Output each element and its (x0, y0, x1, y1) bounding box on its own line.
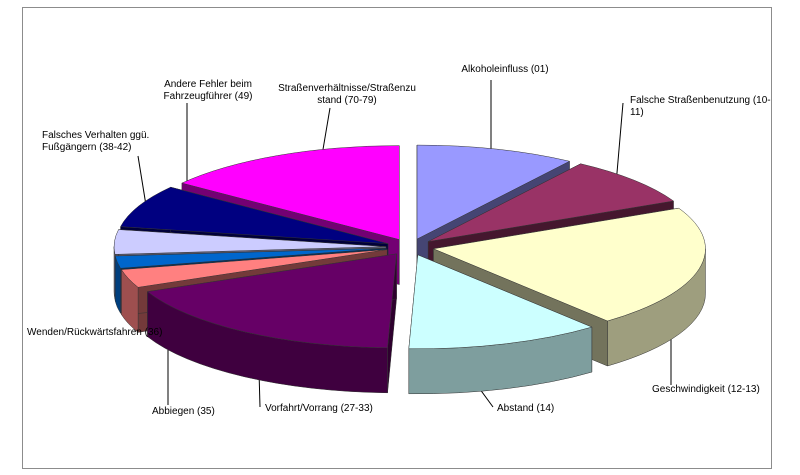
slice-label: Alkoholeinfluss (01) (461, 64, 548, 75)
slice-label: Geschwindigkeit (12-13) (652, 384, 760, 395)
pie-slice-top (120, 186, 389, 244)
slice-label-line: Abbiegen (35) (152, 406, 215, 417)
slice-label-line: Fahrzeugführer (49) (164, 91, 253, 102)
pie-slice-4 (408, 254, 593, 395)
pie-slice-top (181, 145, 400, 240)
pie-slice-top (114, 247, 387, 269)
pie-slice-top (432, 207, 706, 322)
slice-label: Straßenverhältnisse/Straßenzu stand (70-7… (278, 83, 416, 106)
slice-label: Abbiegen (35) (152, 406, 215, 417)
pie-slice-top (428, 163, 675, 242)
slice-label-line: 11) (630, 107, 644, 118)
pie-slice-5 (146, 253, 397, 394)
pie-slices (113, 144, 706, 395)
slice-labels: Alkoholeinfluss (01) Falsche Straßenbenut… (27, 64, 771, 417)
slice-label-line: Straßenverhältnisse/Straßenzu (278, 83, 416, 94)
slice-label-line: Alkoholeinfluss (01) (461, 64, 548, 75)
pie-slice-top (408, 254, 593, 350)
pie-slice-top (121, 249, 388, 288)
slice-label: Abstand (14) (497, 403, 554, 414)
chart-frame (22, 7, 772, 469)
slice-label-line: Wenden/Rückwärtsfahren (36) (27, 327, 162, 338)
slice-label-line: Falsche Straßenbenutzung (10- (630, 95, 771, 106)
pie-slice-top (113, 229, 387, 255)
slice-label-line: stand (70-79) (317, 95, 376, 106)
slice-label-line: Andere Fehler beim (164, 79, 252, 90)
pie-slice-top (416, 144, 571, 240)
slice-label: Vorfahrt/Vorrang (27-33) (265, 403, 373, 414)
slice-label: Wenden/Rückwärtsfahren (36) (27, 327, 162, 338)
slice-label-line: Geschwindigkeit (12-13) (652, 384, 760, 395)
slice-label-line: Vorfahrt/Vorrang (27-33) (265, 403, 373, 414)
slice-label: Falsches Verhalten ggü. Fußgängern (38-42… (42, 130, 149, 153)
slice-label: Falsche Straßenbenutzung (10-11) (630, 95, 771, 118)
slice-label-line: Fußgängern (38-42) (42, 142, 132, 153)
slice-label-line: Falsches Verhalten ggü. (42, 130, 149, 141)
slice-label-line: Abstand (14) (497, 403, 554, 414)
slice-label: Andere Fehler beim Fahrzeugführer (49) (164, 79, 253, 102)
pie-slice-top (146, 253, 397, 349)
